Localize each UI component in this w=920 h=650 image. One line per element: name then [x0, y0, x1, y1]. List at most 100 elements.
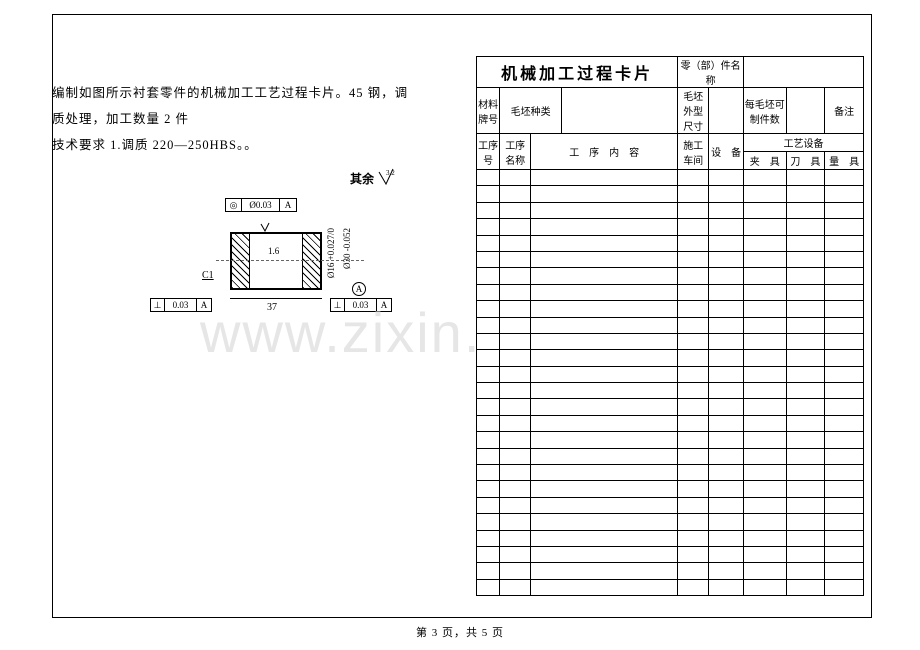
- tol-sym: ◎: [226, 199, 242, 211]
- table-cell: [709, 481, 744, 497]
- table-cell: [531, 399, 678, 415]
- table-cell: [477, 366, 500, 382]
- table-cell: [744, 530, 787, 546]
- table-cell: [825, 333, 864, 349]
- hdr-equip: 设 备: [709, 134, 744, 170]
- table-cell: [825, 481, 864, 497]
- table-cell: [744, 317, 787, 333]
- table-cell: [531, 350, 678, 366]
- table-cell: [744, 251, 787, 267]
- table-cell: [477, 251, 500, 267]
- table-cell: [678, 497, 709, 513]
- table-cell: [531, 546, 678, 562]
- tol-frame-top: ◎ Ø0.03 A: [225, 198, 297, 212]
- table-cell: [709, 530, 744, 546]
- hdr-cutter: 刀 具: [786, 152, 825, 170]
- table-cell: [477, 202, 500, 218]
- table-cell: [825, 301, 864, 317]
- table-cell: [786, 530, 825, 546]
- table-cell: [477, 399, 500, 415]
- table-cell: [744, 399, 787, 415]
- table-cell: [531, 219, 678, 235]
- table-cell: [709, 546, 744, 562]
- table-cell: [744, 448, 787, 464]
- table-cell: [500, 284, 531, 300]
- table-cell: [477, 186, 500, 202]
- table-cell: [500, 350, 531, 366]
- table-cell: [825, 219, 864, 235]
- table-cell: [786, 268, 825, 284]
- table-row: [477, 497, 864, 513]
- table-cell: [786, 333, 825, 349]
- table-cell: [477, 333, 500, 349]
- tol-val: Ø0.03: [242, 199, 280, 211]
- hdr-blanksize: 毛坯外型尺寸: [678, 88, 709, 134]
- perblank-value: [786, 88, 825, 134]
- table-row: [477, 333, 864, 349]
- table-cell: [500, 202, 531, 218]
- table-cell: [477, 317, 500, 333]
- table-cell: [678, 481, 709, 497]
- table-row: [477, 202, 864, 218]
- table-cell: [744, 170, 787, 186]
- table-cell: [531, 317, 678, 333]
- table-row: [477, 432, 864, 448]
- table-cell: [825, 350, 864, 366]
- table-cell: [477, 497, 500, 513]
- table-cell: [678, 333, 709, 349]
- table-cell: [786, 563, 825, 579]
- table-cell: [531, 448, 678, 464]
- table-cell: [709, 219, 744, 235]
- table-cell: [500, 514, 531, 530]
- table-cell: [500, 383, 531, 399]
- table-cell: [531, 497, 678, 513]
- dim-phi16: Ø16 +0.027/0: [326, 228, 336, 278]
- table-cell: [709, 366, 744, 382]
- table-cell: [786, 497, 825, 513]
- table-cell: [531, 432, 678, 448]
- table-row: [477, 481, 864, 497]
- table-cell: [786, 366, 825, 382]
- table-cell: [744, 481, 787, 497]
- table-cell: [709, 251, 744, 267]
- table-cell: [744, 579, 787, 595]
- part-name-value: [744, 57, 864, 88]
- table-cell: [678, 415, 709, 431]
- hdr-opno: 工序号: [477, 134, 500, 170]
- table-cell: [786, 317, 825, 333]
- table-cell: [825, 317, 864, 333]
- table-cell: [500, 448, 531, 464]
- table-cell: [531, 170, 678, 186]
- table-cell: [786, 432, 825, 448]
- table-cell: [825, 170, 864, 186]
- table-row: [477, 235, 864, 251]
- table-row: [477, 563, 864, 579]
- table-cell: [744, 235, 787, 251]
- inner-surface-sym: [260, 222, 272, 234]
- hatch-left: [232, 234, 250, 288]
- table-cell: [531, 415, 678, 431]
- table-cell: [678, 186, 709, 202]
- table-cell: [744, 497, 787, 513]
- table-cell: [500, 333, 531, 349]
- surface-finish-icon: 3.2: [378, 168, 400, 186]
- table-cell: [477, 579, 500, 595]
- hdr-gauge: 量 具: [825, 152, 864, 170]
- table-cell: [786, 301, 825, 317]
- table-cell: [709, 497, 744, 513]
- table-cell: [477, 530, 500, 546]
- table-cell: [709, 383, 744, 399]
- table-cell: [786, 350, 825, 366]
- hdr-opcontent: 工 序 内 容: [531, 134, 678, 170]
- table-cell: [678, 383, 709, 399]
- table-cell: [678, 448, 709, 464]
- table-row: [477, 268, 864, 284]
- table-cell: [786, 465, 825, 481]
- table-cell: [531, 186, 678, 202]
- table-cell: [531, 481, 678, 497]
- table-cell: [500, 366, 531, 382]
- table-cell: [786, 251, 825, 267]
- table-cell: [500, 301, 531, 317]
- table-cell: [477, 235, 500, 251]
- tol-val: 0.03: [165, 299, 197, 311]
